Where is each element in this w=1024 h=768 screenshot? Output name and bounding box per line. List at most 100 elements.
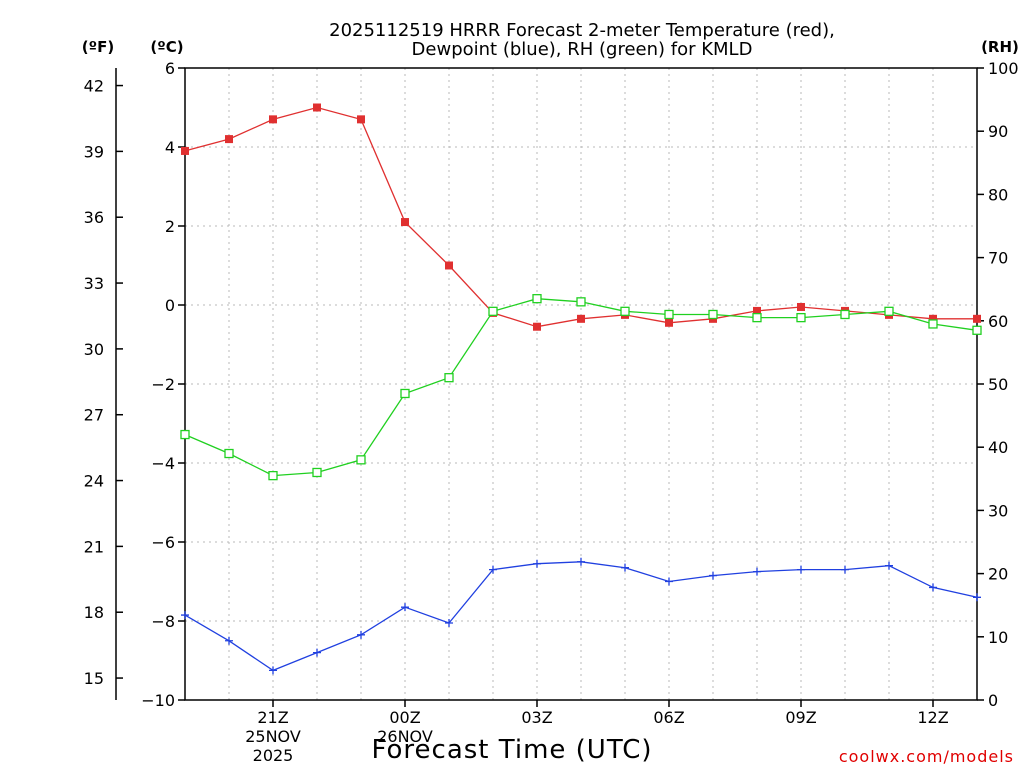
temperature-point	[577, 314, 585, 323]
temperature-point	[973, 314, 981, 323]
rh-point	[224, 448, 234, 459]
rh-point	[972, 325, 982, 335]
celsius-tick-label: −4	[151, 454, 175, 473]
rh-point	[928, 319, 938, 329]
rh-point	[532, 294, 542, 304]
rh-unit-label: (RH)	[981, 38, 1019, 56]
dewpoint-point	[797, 565, 805, 574]
x-tick-label: 09Z	[785, 708, 816, 727]
rh-point	[488, 306, 498, 316]
fahrenheit-tick-label: 36	[84, 208, 104, 227]
dewpoint-point	[841, 565, 849, 574]
x-tick-date-label: 26NOV	[377, 727, 433, 746]
rh-tick-label: 90	[988, 122, 1008, 141]
dewpoint-point	[929, 583, 937, 592]
celsius-tick-label: −8	[151, 612, 175, 631]
celsius-tick-label: 6	[165, 59, 175, 78]
x-tick-year-label: 2025	[253, 746, 294, 765]
rh-point	[356, 455, 366, 465]
data-series	[180, 103, 982, 675]
credit-text[interactable]: coolwx.com/models	[839, 747, 1014, 766]
temperature-point	[357, 115, 365, 124]
chart-title-line1: 2025112519 HRRR Forecast 2-meter Tempera…	[329, 20, 835, 41]
rh-point	[444, 373, 454, 383]
celsius-tick-label: −10	[141, 691, 175, 710]
fahrenheit-tick-label: 42	[84, 77, 104, 96]
celsius-tick-label: 2	[165, 217, 175, 236]
x-tick-label: 12Z	[917, 708, 948, 727]
temperature-point	[269, 115, 277, 124]
fahrenheit-tick-label: 33	[84, 274, 104, 293]
rh-tick-label: 30	[988, 501, 1008, 520]
axes	[115, 67, 984, 707]
temperature-point	[665, 318, 673, 327]
celsius-unit-label: (ºC)	[150, 38, 183, 56]
dewpoint-point	[269, 666, 277, 675]
rh-tick-label: 60	[988, 312, 1008, 331]
dewpoint-point	[401, 603, 409, 612]
temperature-point	[401, 218, 409, 227]
rh-point	[752, 312, 762, 323]
fahrenheit-tick-label: 18	[84, 603, 104, 622]
rh-point	[884, 306, 894, 316]
dewpoint-point	[753, 567, 761, 576]
dewpoint-point	[665, 577, 673, 586]
dewpoint-point	[181, 611, 189, 620]
rh-tick-label: 10	[988, 628, 1008, 647]
rh-point	[840, 309, 850, 320]
dewpoint-point	[357, 630, 365, 639]
fahrenheit-tick-label: 30	[84, 340, 104, 359]
temperature-point	[797, 302, 805, 311]
temperature-point	[753, 306, 761, 315]
x-axis-title: Forecast Time (UTC)	[371, 735, 652, 765]
temperature-point	[225, 135, 233, 144]
dewpoint-point	[709, 571, 717, 580]
temperature-point	[181, 146, 189, 155]
celsius-tick-label: −6	[151, 533, 175, 552]
dewpoint-point	[621, 563, 629, 572]
x-tick-label: 06Z	[653, 708, 684, 727]
x-tick-label: 00Z	[389, 708, 420, 727]
rh-point	[268, 470, 278, 481]
dewpoint-point	[973, 593, 981, 602]
x-tick-label: 03Z	[521, 708, 552, 727]
celsius-tick-label: 0	[165, 296, 175, 315]
dewpoint-point	[533, 559, 541, 568]
dewpoint-point	[885, 561, 893, 570]
fahrenheit-tick-label: 21	[84, 537, 104, 556]
temperature-point	[313, 103, 321, 112]
rh-point	[312, 467, 322, 478]
rh-point	[400, 388, 410, 399]
dewpoint-point	[577, 557, 585, 566]
chart-title-line2: Dewpoint (blue), RH (green) for KMLD	[412, 39, 753, 60]
dewpoint-point	[313, 648, 321, 657]
celsius-tick-label: 4	[165, 138, 175, 157]
rh-tick-label: 70	[988, 249, 1008, 268]
dewpoint-point	[489, 565, 497, 574]
tick-labels: 6420−2−4−6−8−104239363330272421181510090…	[84, 59, 1019, 765]
fahrenheit-unit-label: (ºF)	[82, 38, 114, 56]
rh-point	[620, 306, 630, 316]
x-tick-date-label: 25NOV	[245, 727, 301, 746]
fahrenheit-tick-label: 39	[84, 142, 104, 161]
x-tick-label: 21Z	[257, 708, 288, 727]
fahrenheit-tick-label: 27	[84, 406, 104, 425]
rh-tick-label: 80	[988, 185, 1008, 204]
rh-point	[708, 309, 718, 320]
dewpoint-point	[225, 636, 233, 645]
fahrenheit-tick-label: 15	[84, 669, 104, 688]
rh-point	[796, 312, 806, 323]
rh-point	[180, 429, 190, 440]
temperature-point	[445, 261, 453, 270]
rh-point	[576, 297, 586, 307]
rh-point	[664, 309, 674, 320]
celsius-tick-label: −2	[151, 375, 175, 394]
fahrenheit-tick-label: 24	[84, 472, 104, 491]
dewpoint-point	[445, 618, 453, 627]
rh-tick-label: 40	[988, 438, 1008, 457]
rh-tick-label: 0	[988, 691, 998, 710]
temperature-point	[533, 322, 541, 331]
rh-tick-label: 50	[988, 375, 1008, 394]
grid-lines	[185, 68, 977, 700]
